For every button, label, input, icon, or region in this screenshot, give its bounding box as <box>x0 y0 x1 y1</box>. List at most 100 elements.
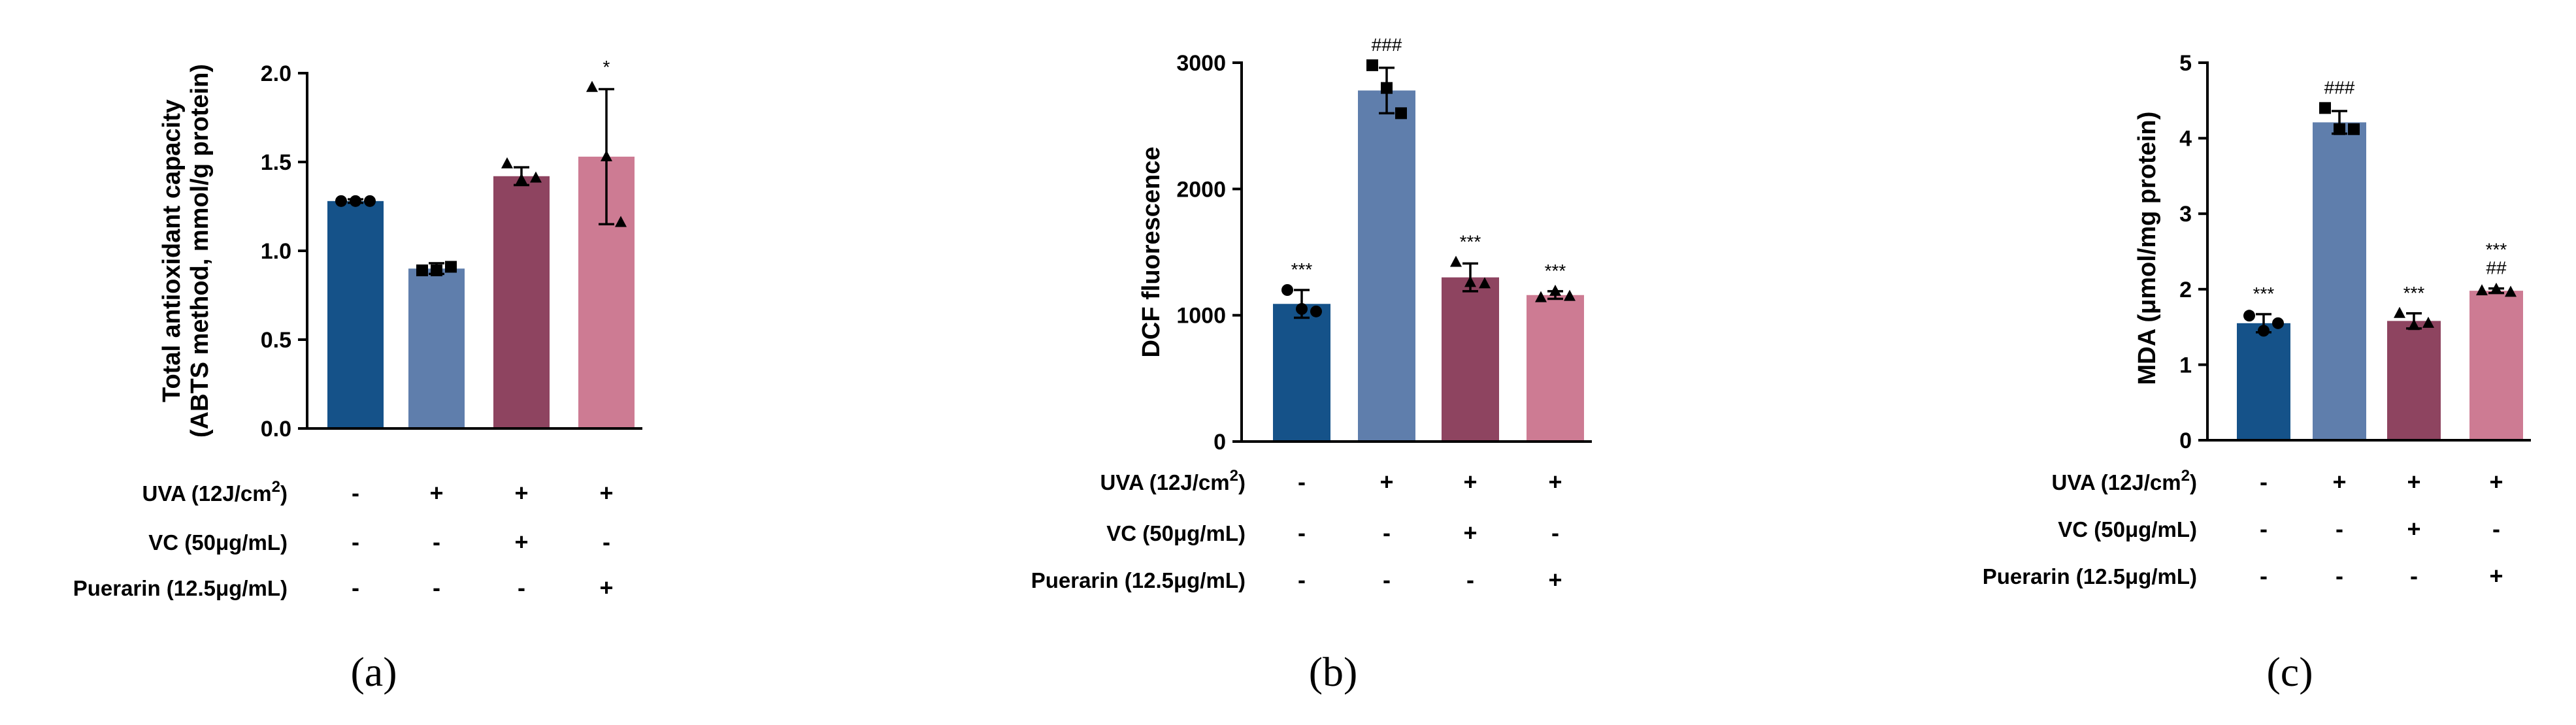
panel-b: *** ### *** *** 0 1000 2000 3000 DCF fluorescenc… <box>1031 35 1592 695</box>
y-tick-label: 0.5 <box>261 328 291 353</box>
data-point <box>1535 291 1547 302</box>
condition-mark: - <box>433 528 440 555</box>
condition-mark: + <box>514 479 528 506</box>
data-point <box>364 195 376 207</box>
bar-uva-puerarin <box>1527 295 1584 442</box>
condition-mark: - <box>1383 566 1391 593</box>
y-tick-label: 1.5 <box>261 150 291 175</box>
data-point <box>601 150 612 161</box>
y-tick-label: 0 <box>2179 428 2192 453</box>
y-tick-label: 3 <box>2179 202 2192 227</box>
y-tick-label: 3000 <box>1176 51 1226 76</box>
condition-mark: - <box>518 574 525 601</box>
data-point <box>2490 282 2502 294</box>
panel-label: (c) <box>2266 649 2313 695</box>
data-point <box>1395 107 1407 120</box>
significance-label: *** <box>1291 259 1313 280</box>
condition-mark: - <box>352 479 359 506</box>
bar-uva <box>408 268 465 428</box>
condition-label-text: Puerarin (12.5μg/mL) <box>73 576 288 600</box>
condition-label-text: UVA (12J/cm <box>142 481 272 506</box>
data-point <box>335 195 347 207</box>
condition-label: UVA (12J/cm2) <box>1100 467 1246 494</box>
y-tick-label: 2.0 <box>261 61 291 86</box>
y-axis-label: (ABTS method, mmol/g protein) <box>186 64 214 438</box>
condition-label: UVA (12J/cm2) <box>142 478 288 506</box>
significance-label: *** <box>2253 283 2275 304</box>
condition-mark: - <box>2336 515 2343 542</box>
condition-label: VC (50μg/mL) <box>2058 517 2197 541</box>
data-point <box>350 195 361 207</box>
condition-mark: - <box>433 574 440 601</box>
data-point <box>1564 289 1576 301</box>
condition-mark: - <box>2410 562 2418 589</box>
data-point <box>2319 102 2331 114</box>
condition-label: Puerarin (12.5μg/mL) <box>73 576 288 600</box>
data-point <box>2394 306 2405 318</box>
data-point <box>2348 123 2360 135</box>
data-point <box>615 216 627 227</box>
condition-mark: - <box>2336 562 2343 589</box>
condition-mark: + <box>2407 468 2420 495</box>
significance-label: *** <box>1545 261 1566 281</box>
y-tick-label: 1 <box>2179 353 2192 378</box>
condition-label: VC (50μg/mL) <box>1106 521 1246 545</box>
y-tick-label: 2 <box>2179 278 2192 302</box>
data-point <box>445 261 457 273</box>
y-tick-label: 1000 <box>1176 304 1226 329</box>
data-point <box>1464 276 1476 287</box>
data-point <box>2408 319 2420 330</box>
y-tick-label: 4 <box>2179 127 2192 152</box>
significance-label: ### <box>1372 35 1402 55</box>
y-tick-label: 2000 <box>1176 177 1226 202</box>
condition-mark: - <box>1298 468 1306 495</box>
y-tick-label: 0.0 <box>261 417 291 442</box>
superscript: 2 <box>2181 467 2190 485</box>
condition-mark: + <box>514 528 528 555</box>
bar-control <box>2237 323 2290 440</box>
condition-mark: - <box>2260 468 2268 495</box>
data-point <box>1549 284 1561 296</box>
condition-label-text: Puerarin (12.5μg/mL) <box>1031 568 1246 592</box>
bar-control <box>327 201 384 428</box>
superscript: 2 <box>1230 467 1238 485</box>
data-point <box>530 171 542 183</box>
condition-mark: + <box>2407 515 2420 542</box>
panel-label: (b) <box>1309 649 1358 695</box>
condition-mark: - <box>1466 566 1474 593</box>
data-point <box>501 157 513 169</box>
condition-label-text: VC (50μg/mL) <box>1106 521 1246 545</box>
condition-mark: - <box>603 528 610 555</box>
condition-label-text: UVA (12J/cm <box>1100 470 1230 494</box>
data-point <box>586 80 598 92</box>
condition-label-text: UVA (12J/cm <box>2052 470 2181 494</box>
condition-mark: + <box>599 574 613 601</box>
condition-mark: - <box>1383 519 1391 546</box>
condition-mark: - <box>1551 519 1559 546</box>
data-point <box>2505 285 2517 297</box>
panel-label: (a) <box>350 649 397 695</box>
data-point <box>516 173 527 185</box>
condition-label: Puerarin (12.5μg/mL) <box>1983 564 2197 588</box>
superscript: 2 <box>272 478 280 496</box>
data-point <box>1479 277 1491 289</box>
data-point <box>1381 82 1393 94</box>
condition-label-text: VC (50μg/mL) <box>2058 517 2197 541</box>
condition-mark: + <box>2332 468 2346 495</box>
data-point <box>2334 123 2345 135</box>
condition-mark: + <box>599 479 613 506</box>
significance-label: * <box>603 57 610 77</box>
significance-label: ## <box>2486 258 2507 278</box>
condition-label-suffix: ) <box>1238 470 1246 494</box>
condition-mark: + <box>429 479 443 506</box>
data-point <box>1281 284 1293 296</box>
condition-mark: - <box>2260 515 2268 542</box>
condition-label: Puerarin (12.5μg/mL) <box>1031 568 1246 592</box>
significance-label: *** <box>1460 231 1481 251</box>
panel-a: * 0.0 0.5 1.0 1.5 2.0 Total antioxidant capaci… <box>73 57 642 695</box>
y-axis-label: MDA (μmol/mg protein) <box>2134 112 2161 385</box>
y-tick-label: 5 <box>2179 51 2192 76</box>
data-point <box>2476 284 2488 296</box>
y-tick-label: 1.0 <box>261 239 291 264</box>
